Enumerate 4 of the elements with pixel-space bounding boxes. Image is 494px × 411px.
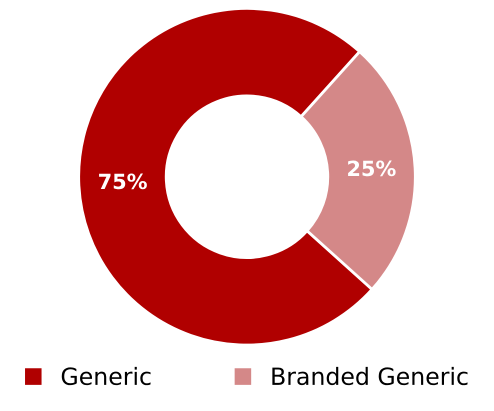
data-label: 25% — [348, 160, 396, 176]
data-label: 75% — [99, 174, 147, 190]
legend-label: Generic — [62, 366, 151, 386]
legend-label: Branded Generic — [272, 366, 468, 386]
